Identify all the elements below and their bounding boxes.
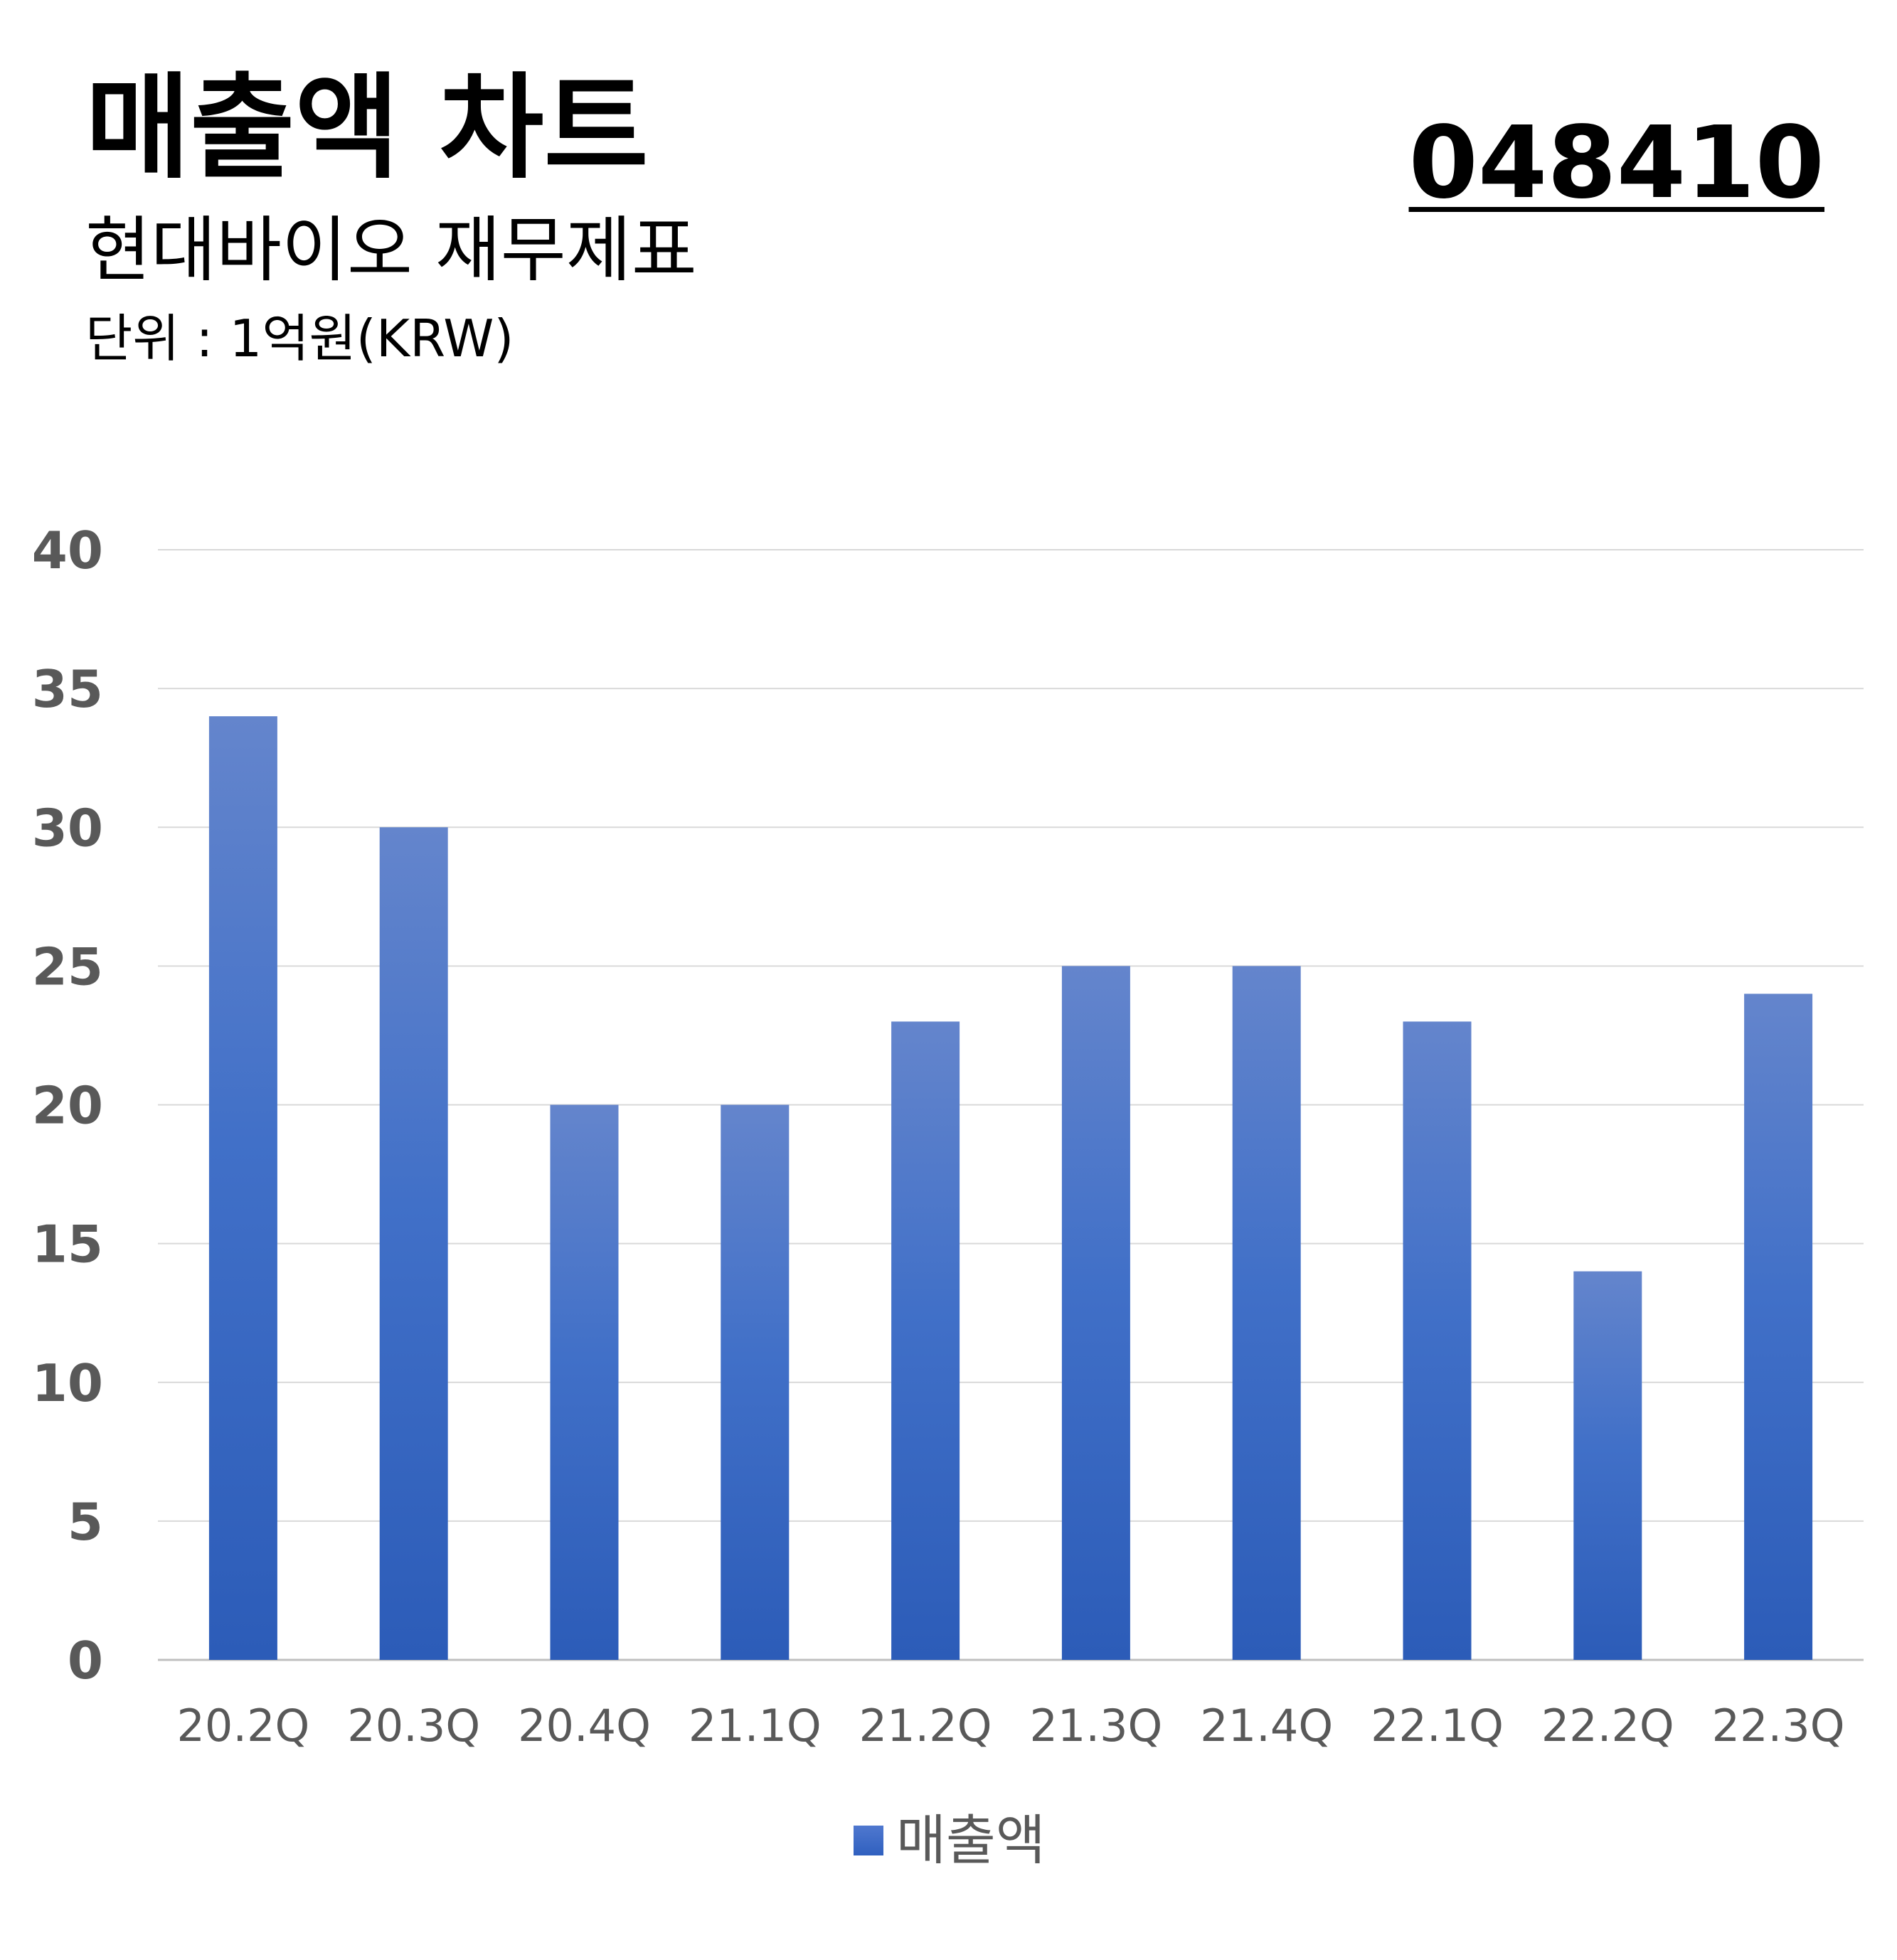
x-tick-label: 22.2Q	[1541, 1700, 1674, 1752]
bar-21.1Q	[721, 1104, 790, 1660]
bar-22.3Q	[1744, 994, 1813, 1660]
y-tick-label: 30	[32, 798, 103, 858]
x-tick-label: 22.3Q	[1712, 1700, 1845, 1752]
y-tick-label: 5	[68, 1492, 103, 1552]
legend-label: 매출액	[896, 1809, 1046, 1872]
y-tick-label: 0	[68, 1631, 103, 1690]
bar-21.3Q	[1061, 966, 1130, 1660]
x-tick-label: 20.2Q	[176, 1700, 309, 1752]
x-axis-ticks: 20.2Q 20.3Q 20.4Q 21.1Q 21.2Q 21.3Q 21.4Q 22.1Q…	[176, 1700, 1844, 1752]
y-tick-label: 20	[32, 1076, 103, 1136]
x-tick-label: 21.4Q	[1200, 1700, 1333, 1752]
y-tick-label: 15	[32, 1215, 103, 1274]
chart-title: 매출액 차트	[85, 61, 649, 194]
legend: 매출액	[854, 1813, 1046, 1868]
bar-21.2Q	[891, 1021, 960, 1660]
bar-20.3Q	[379, 827, 448, 1660]
bar-22.2Q	[1573, 1271, 1642, 1660]
bar-21.4Q	[1232, 966, 1301, 1660]
y-tick-label: 35	[32, 659, 103, 719]
x-tick-label: 21.2Q	[859, 1700, 992, 1752]
bar-22.1Q	[1403, 1021, 1472, 1660]
x-tick-label: 21.3Q	[1029, 1700, 1162, 1752]
stock-code: 048410	[1408, 105, 1824, 221]
legend-swatch	[854, 1826, 883, 1855]
y-tick-label: 25	[32, 937, 103, 996]
y-tick-label: 10	[32, 1353, 103, 1413]
x-tick-label: 21.1Q	[689, 1700, 822, 1752]
y-axis-ticks: 0 5 10 15 20 25 30 35 40	[32, 521, 103, 1690]
bars	[208, 716, 1813, 1660]
y-tick-label: 40	[32, 521, 103, 580]
x-tick-label: 22.1Q	[1371, 1700, 1504, 1752]
bar-20.4Q	[550, 1104, 619, 1660]
bar-20.2Q	[208, 716, 277, 1660]
chart-subtitle: 현대바이오 재무제표	[85, 208, 697, 292]
x-tick-label: 20.3Q	[347, 1700, 480, 1752]
unit-label: 단위 : 1억원(KRW)	[85, 309, 514, 368]
x-tick-label: 20.4Q	[518, 1700, 651, 1752]
